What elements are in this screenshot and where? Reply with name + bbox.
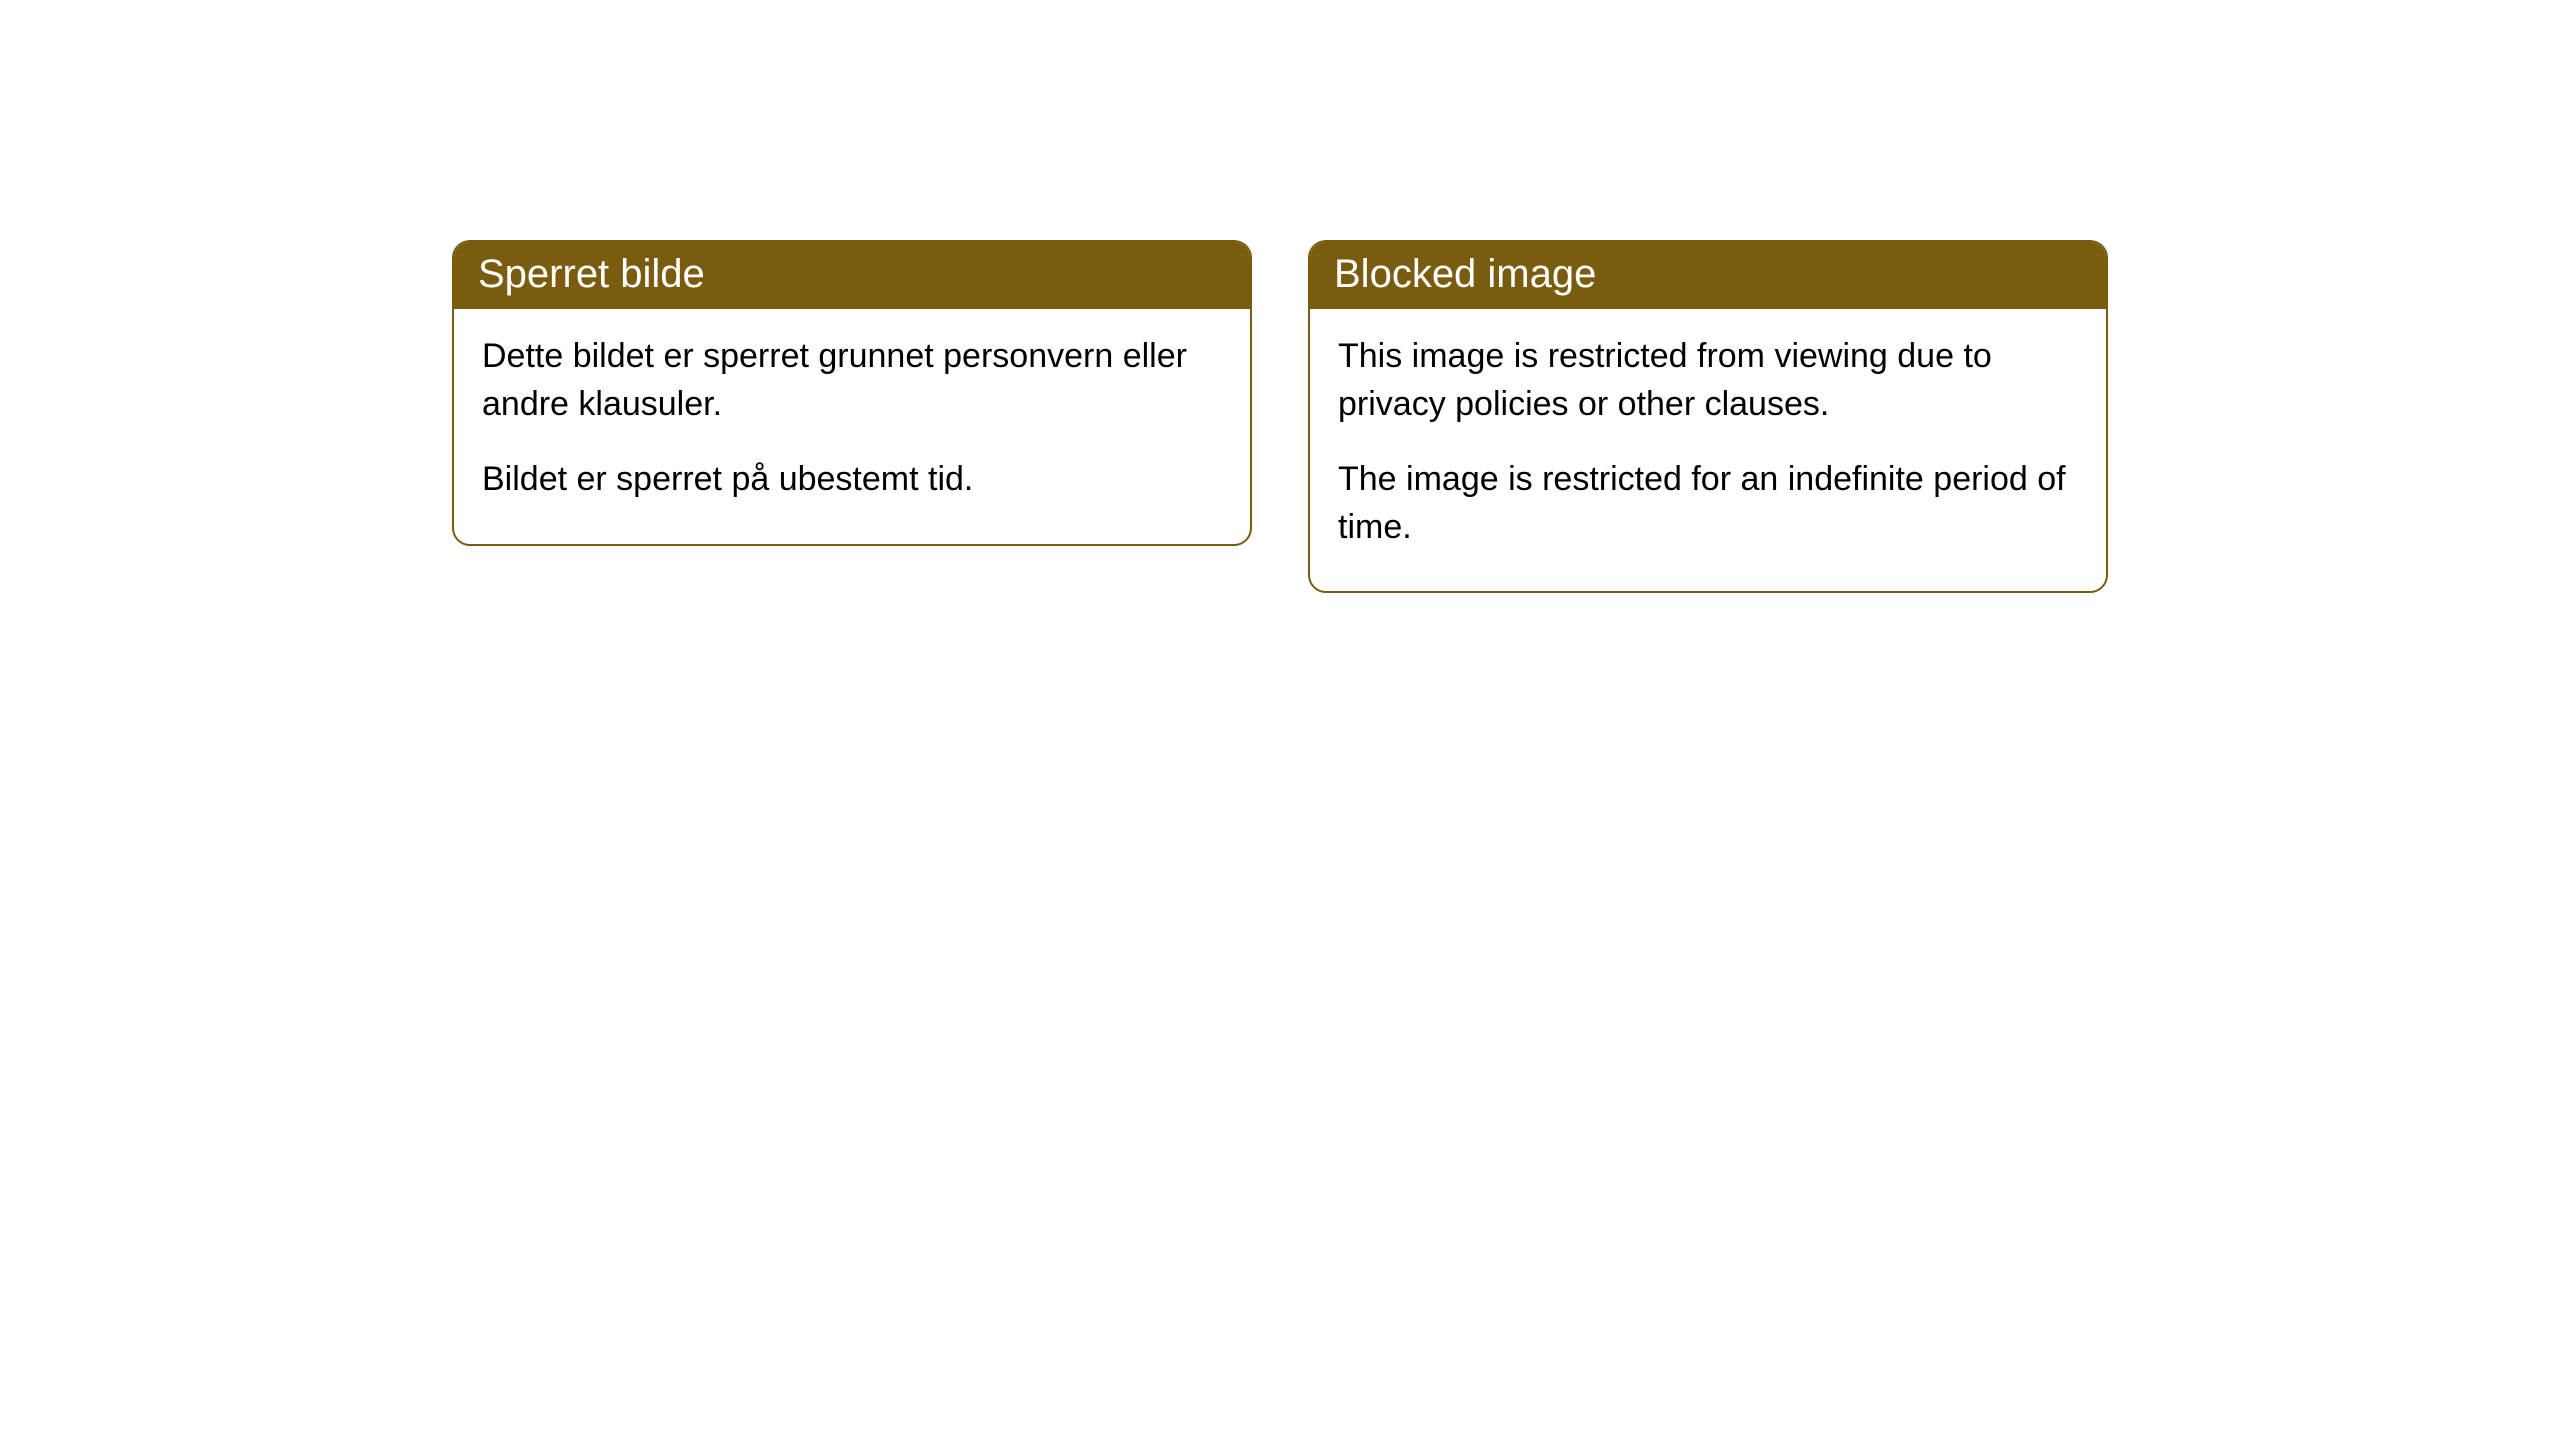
card-paragraph-1: Dette bildet er sperret grunnet personve… <box>482 333 1222 428</box>
card-paragraph-2: The image is restricted for an indefinit… <box>1338 456 2078 551</box>
card-header: Sperret bilde <box>454 242 1250 309</box>
card-paragraph-1: This image is restricted from viewing du… <box>1338 333 2078 428</box>
blocked-image-card-english: Blocked image This image is restricted f… <box>1308 240 2108 593</box>
card-body: This image is restricted from viewing du… <box>1310 309 2106 591</box>
blocked-image-notices: Sperret bilde Dette bildet er sperret gr… <box>452 240 2108 1440</box>
card-paragraph-2: Bildet er sperret på ubestemt tid. <box>482 456 1222 504</box>
card-title: Sperret bilde <box>478 252 705 296</box>
blocked-image-card-norwegian: Sperret bilde Dette bildet er sperret gr… <box>452 240 1252 546</box>
card-title: Blocked image <box>1334 252 1596 296</box>
card-body: Dette bildet er sperret grunnet personve… <box>454 309 1250 544</box>
card-header: Blocked image <box>1310 242 2106 309</box>
